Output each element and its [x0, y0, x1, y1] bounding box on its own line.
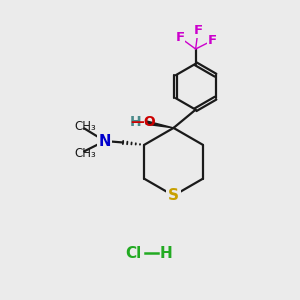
- Text: H: H: [130, 115, 141, 129]
- Text: F: F: [207, 34, 216, 47]
- Text: CH₃: CH₃: [75, 147, 97, 160]
- Text: N: N: [99, 134, 111, 148]
- Polygon shape: [146, 121, 174, 128]
- Text: F: F: [176, 31, 185, 44]
- Text: —O: —O: [130, 115, 156, 129]
- Text: S: S: [168, 188, 179, 203]
- Text: F: F: [194, 24, 202, 37]
- Text: CH₃: CH₃: [75, 119, 97, 133]
- Text: H: H: [160, 246, 172, 261]
- Text: Cl: Cl: [126, 246, 142, 261]
